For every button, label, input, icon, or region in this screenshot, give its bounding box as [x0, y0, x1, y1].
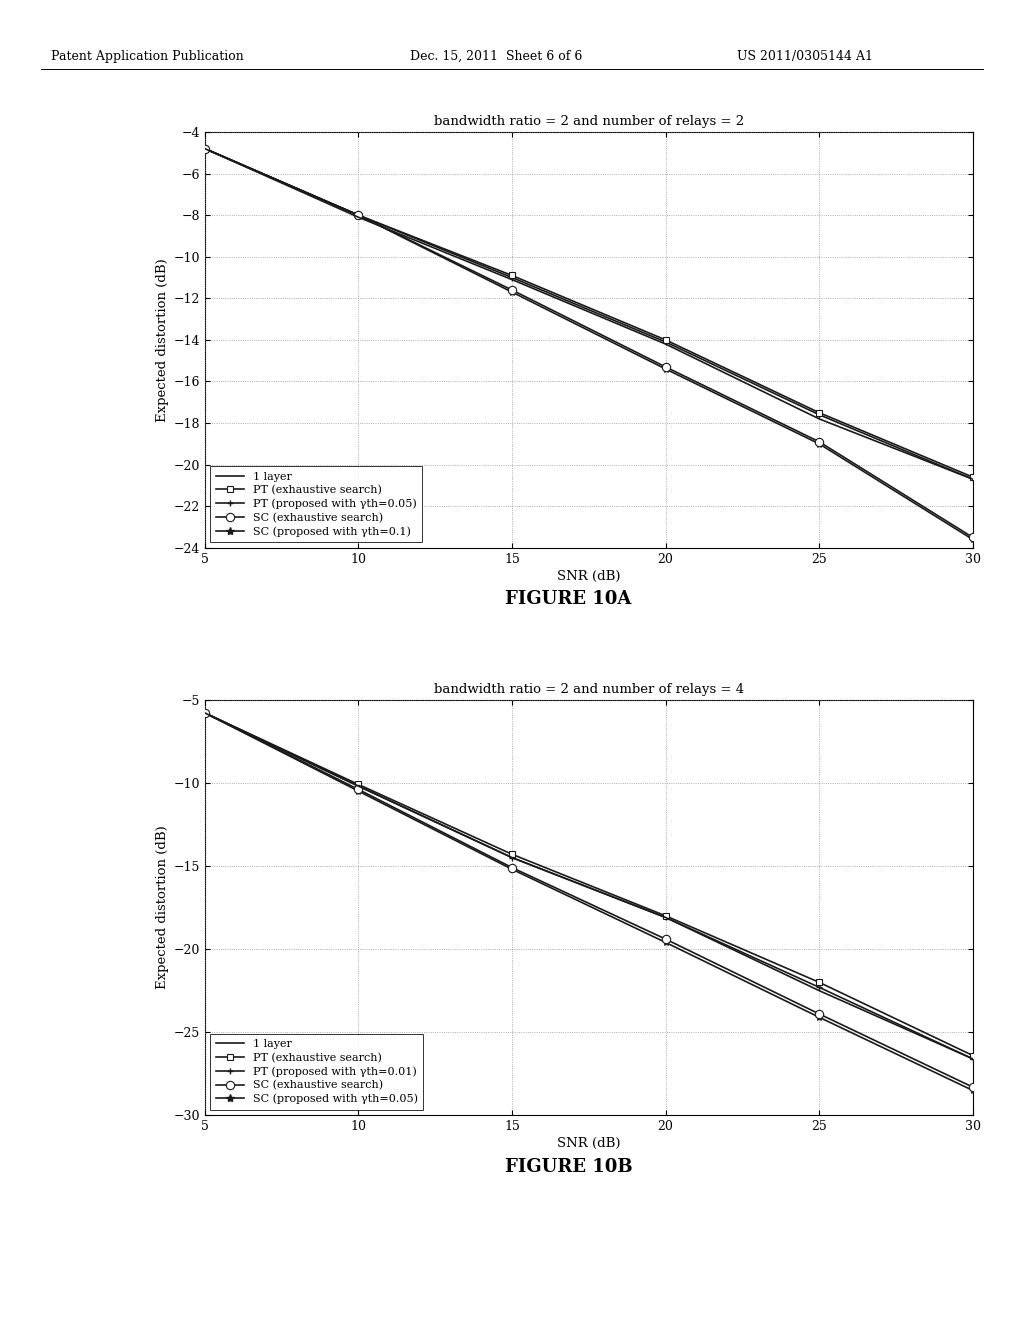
- Legend: 1 layer, PT (exhaustive search), PT (proposed with γth=0.01), SC (exhaustive sea: 1 layer, PT (exhaustive search), PT (pro…: [210, 1034, 423, 1110]
- Text: FIGURE 10B: FIGURE 10B: [505, 1158, 632, 1176]
- Y-axis label: Expected distortion (dB): Expected distortion (dB): [157, 825, 169, 990]
- Text: Patent Application Publication: Patent Application Publication: [51, 50, 244, 63]
- X-axis label: SNR (dB): SNR (dB): [557, 1138, 621, 1151]
- X-axis label: SNR (dB): SNR (dB): [557, 570, 621, 583]
- Text: FIGURE 10A: FIGURE 10A: [505, 590, 632, 609]
- Legend: 1 layer, PT (exhaustive search), PT (proposed with γth=0.05), SC (exhaustive sea: 1 layer, PT (exhaustive search), PT (pro…: [210, 466, 422, 543]
- Title: bandwidth ratio = 2 and number of relays = 4: bandwidth ratio = 2 and number of relays…: [434, 682, 743, 696]
- Text: Dec. 15, 2011  Sheet 6 of 6: Dec. 15, 2011 Sheet 6 of 6: [410, 50, 582, 63]
- Title: bandwidth ratio = 2 and number of relays = 2: bandwidth ratio = 2 and number of relays…: [434, 115, 743, 128]
- Text: US 2011/0305144 A1: US 2011/0305144 A1: [737, 50, 873, 63]
- Y-axis label: Expected distortion (dB): Expected distortion (dB): [157, 257, 169, 422]
